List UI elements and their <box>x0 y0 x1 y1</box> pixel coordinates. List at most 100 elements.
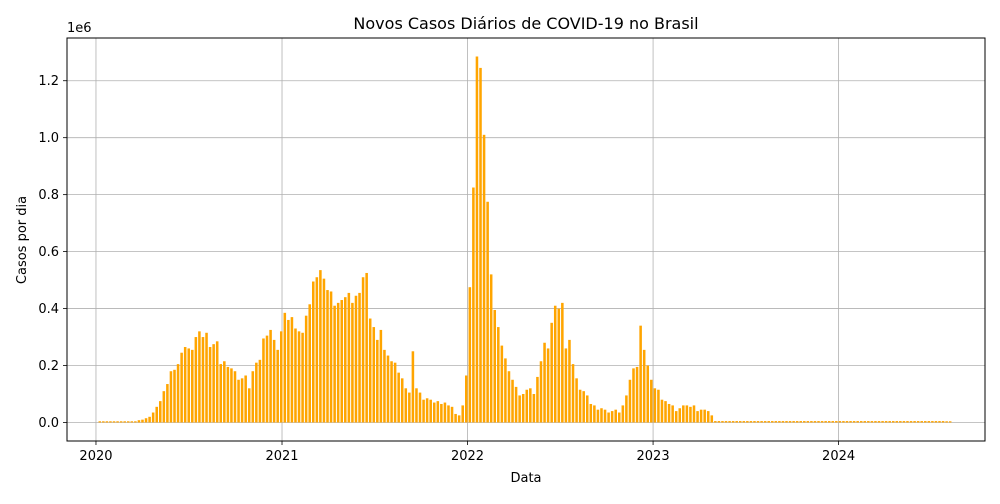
bar <box>543 342 546 423</box>
bar <box>546 348 550 423</box>
bar <box>255 362 258 423</box>
bar <box>806 421 810 423</box>
bar <box>920 421 923 423</box>
bar <box>607 412 610 423</box>
bar <box>738 421 742 423</box>
bar <box>98 421 102 423</box>
bar <box>297 331 301 423</box>
bar <box>916 421 920 423</box>
bar <box>895 421 899 423</box>
bar <box>358 292 361 423</box>
bar <box>219 364 223 423</box>
bar <box>123 421 126 423</box>
y-tick-label: 1.0 <box>38 131 59 146</box>
bar <box>685 405 689 423</box>
bar <box>173 369 176 423</box>
bar <box>824 421 827 423</box>
bar <box>610 411 614 423</box>
bar <box>287 319 290 423</box>
bar <box>639 325 642 423</box>
bar <box>272 339 276 423</box>
bar <box>415 388 418 423</box>
bar <box>404 388 408 423</box>
bar <box>393 362 397 423</box>
bar <box>731 421 735 423</box>
bar <box>927 421 931 423</box>
bar <box>447 405 450 423</box>
bar <box>130 421 134 423</box>
bar <box>561 302 564 423</box>
bar <box>336 302 340 423</box>
bar <box>906 421 909 423</box>
bar <box>461 405 464 423</box>
bar <box>710 415 714 423</box>
bar <box>568 339 571 423</box>
bar <box>646 365 650 423</box>
x-axis-label: Data <box>510 471 541 486</box>
bar <box>888 421 891 423</box>
bar <box>258 359 262 423</box>
bar <box>689 406 692 423</box>
bar <box>183 347 187 423</box>
bar <box>283 312 287 423</box>
bar <box>550 322 553 423</box>
bar <box>692 405 696 423</box>
bar <box>628 379 632 423</box>
x-tick-label: 2024 <box>822 449 855 464</box>
bar <box>877 421 881 423</box>
bar <box>706 411 710 423</box>
bar <box>881 421 884 423</box>
y-tick-label: 0.2 <box>38 359 59 374</box>
bar <box>244 375 247 423</box>
bar <box>539 361 543 423</box>
bar <box>852 421 856 423</box>
bar <box>827 421 831 423</box>
bar <box>432 402 436 423</box>
bar <box>422 399 425 423</box>
bar <box>472 187 475 423</box>
bar <box>457 415 461 423</box>
bar <box>215 341 219 423</box>
bar <box>265 335 269 423</box>
bar <box>835 421 838 423</box>
bar <box>141 419 144 423</box>
bar <box>105 421 109 423</box>
bar <box>137 420 141 423</box>
bar <box>529 388 532 423</box>
bar <box>614 409 617 423</box>
bar <box>315 277 319 423</box>
bar <box>465 375 468 423</box>
bar <box>532 394 536 423</box>
bar <box>155 406 158 423</box>
y-tick-label: 0.4 <box>38 302 59 317</box>
bar <box>753 421 756 423</box>
bar <box>674 411 678 423</box>
y-tick-label: 0.6 <box>38 245 59 260</box>
bar <box>301 332 304 423</box>
bar <box>618 412 621 423</box>
grid <box>67 38 985 441</box>
bar <box>233 371 237 423</box>
bar <box>553 305 557 423</box>
ticks: 2020 2021 2022 2023 2024 0.0 0.2 0.4 0.6 0.8 1.0 1.… <box>38 74 855 464</box>
bar <box>169 371 173 423</box>
bar <box>931 421 934 423</box>
bar <box>803 421 806 423</box>
bar <box>162 391 166 423</box>
bar <box>699 409 703 423</box>
bar <box>319 270 322 423</box>
bar <box>102 421 105 423</box>
plot-frame <box>66 37 986 442</box>
bar <box>678 408 682 423</box>
bar <box>845 421 849 423</box>
bar <box>650 379 653 423</box>
bar <box>418 392 422 423</box>
bar <box>902 421 906 423</box>
bar <box>831 421 835 423</box>
bar <box>386 355 390 423</box>
bar <box>724 421 728 423</box>
bar <box>934 421 938 423</box>
y-tick-label: 1.2 <box>38 74 59 89</box>
